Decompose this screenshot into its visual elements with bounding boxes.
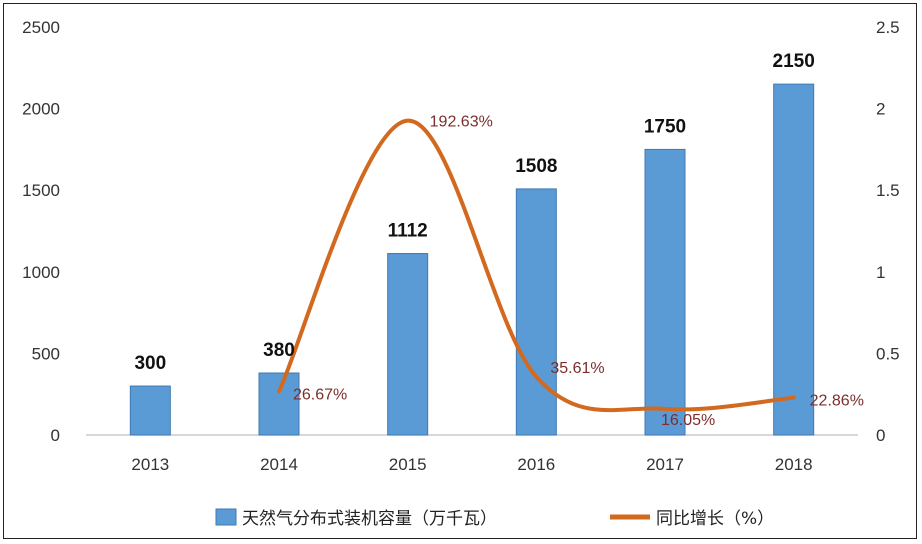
bar-value-label: 380 (263, 340, 295, 361)
chart-frame (3, 3, 917, 539)
x-tick-label: 2013 (131, 455, 169, 474)
bar-value-label: 300 (134, 353, 166, 374)
bar (129, 385, 171, 436)
bar (644, 148, 686, 436)
bar (258, 372, 300, 436)
y-right-tick-label: 0.5 (876, 344, 900, 363)
y-left-tick-label: 500 (32, 344, 60, 363)
bar-value-label: 1750 (644, 116, 686, 137)
line-value-label: 22.86% (810, 393, 864, 410)
line-value-label: 35.61% (550, 360, 604, 377)
y-left-tick-label: 2500 (22, 18, 60, 37)
bar-value-label: 2150 (773, 51, 815, 72)
bar-value-label: 1508 (515, 156, 557, 177)
y-left-tick-label: 1000 (22, 263, 60, 282)
y-right-tick-label: 2.5 (876, 18, 900, 37)
axes-group: 0 500 1000 1500 2000 2500 0 0.5 1 1.5 2 2.5 2013 2014… (22, 18, 899, 474)
x-tick-label: 2017 (646, 455, 684, 474)
y-right-tick-label: 2 (876, 100, 885, 119)
bar-value-label: 1112 (388, 221, 428, 242)
line-value-label: 26.67% (293, 386, 347, 403)
line-value-label: 16.05% (661, 412, 715, 429)
y-left-tick-label: 0 (51, 426, 60, 445)
legend-label-bar: 天然气分布式装机容量（万千瓦） (242, 509, 497, 529)
bar (515, 188, 557, 436)
legend: 天然气分布式装机容量（万千瓦） 同比增长（%） (215, 508, 774, 529)
x-tick-label: 2018 (775, 455, 813, 474)
data-labels: 300 380 1112 1508 1750 2150 26.67% 192.63% 35.61… (134, 51, 863, 429)
growth-line (277, 118, 796, 413)
y-left-tick-label: 2000 (22, 100, 60, 119)
y-left-tick-label: 1500 (22, 181, 60, 200)
legend-swatch-bar (215, 508, 237, 526)
bar (387, 253, 429, 436)
line-series (277, 118, 796, 413)
bar-series (129, 83, 815, 436)
y-right-tick-label: 1 (876, 263, 885, 282)
x-tick-label: 2014 (260, 455, 298, 474)
legend-label-line: 同比增长（%） (656, 509, 774, 529)
x-tick-label: 2015 (389, 455, 427, 474)
line-value-label: 192.63% (430, 114, 493, 131)
y-right-tick-label: 1.5 (876, 181, 900, 200)
bar (773, 83, 815, 436)
y-right-tick-label: 0 (876, 426, 885, 445)
x-tick-label: 2016 (517, 455, 555, 474)
